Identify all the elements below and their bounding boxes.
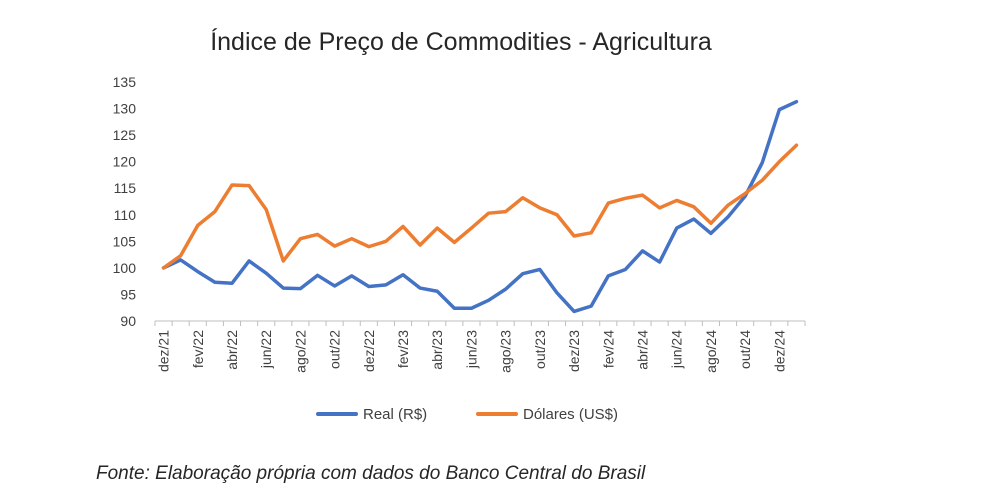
y-tick-label: 100 [113,260,137,276]
x-tick-label: ago/23 [498,330,514,373]
y-tick-label: 135 [113,74,137,90]
chart-title: Índice de Preço de Commodities - Agricul… [210,27,712,56]
legend-label: Dólares (US$) [523,406,618,423]
x-tick-label: dez/22 [361,330,377,372]
x-tick-label: dez/24 [771,330,787,372]
series-line-dolares [161,143,799,270]
x-tick-label: jun/22 [258,330,274,369]
y-tick-label: 105 [113,233,137,249]
x-tick-label: out/24 [737,330,753,369]
x-tick-label: abr/24 [635,330,651,370]
legend-label: Real (R$) [363,406,427,423]
chart: Índice de Preço de Commodities - Agricul… [113,27,806,423]
series-layer [161,99,799,314]
x-tick-label: fev/23 [395,330,411,368]
legend: Real (R$) Dólares (US$) [316,406,618,423]
x-tick-label: ago/24 [703,330,719,373]
x-tick-label: out/23 [532,330,548,369]
y-tick-label: 130 [113,101,137,117]
x-tick-label: fev/22 [190,330,206,368]
y-tick-label: 110 [114,207,137,223]
series-line-real [161,99,799,314]
y-tick-label: 125 [113,127,137,143]
y-tick-label: 95 [120,286,136,302]
x-tick-label: abr/22 [224,330,240,370]
y-tick-label: 120 [113,154,137,170]
x-tick-label: out/22 [327,330,343,369]
x-tick-label: jun/23 [463,330,479,369]
x-tick-label: abr/23 [429,330,445,370]
x-tick-label: dez/23 [566,330,582,372]
y-tick-label: 115 [114,180,137,196]
x-tick-label: fev/24 [600,330,616,368]
x-axis: dez/21 fev/22 abr/22 jun/22 ago/22 out/22 dez/… [154,320,806,373]
x-tick-label: jun/24 [669,330,685,369]
x-tick-label: ago/22 [292,330,308,373]
x-tick-label: dez/21 [156,330,172,372]
source-note: Fonte: Elaboração própria com dados do B… [96,463,646,484]
y-axis: 90 95 100 105 110 115 120 125 130 135 [113,74,137,329]
y-tick-label: 90 [120,313,136,329]
